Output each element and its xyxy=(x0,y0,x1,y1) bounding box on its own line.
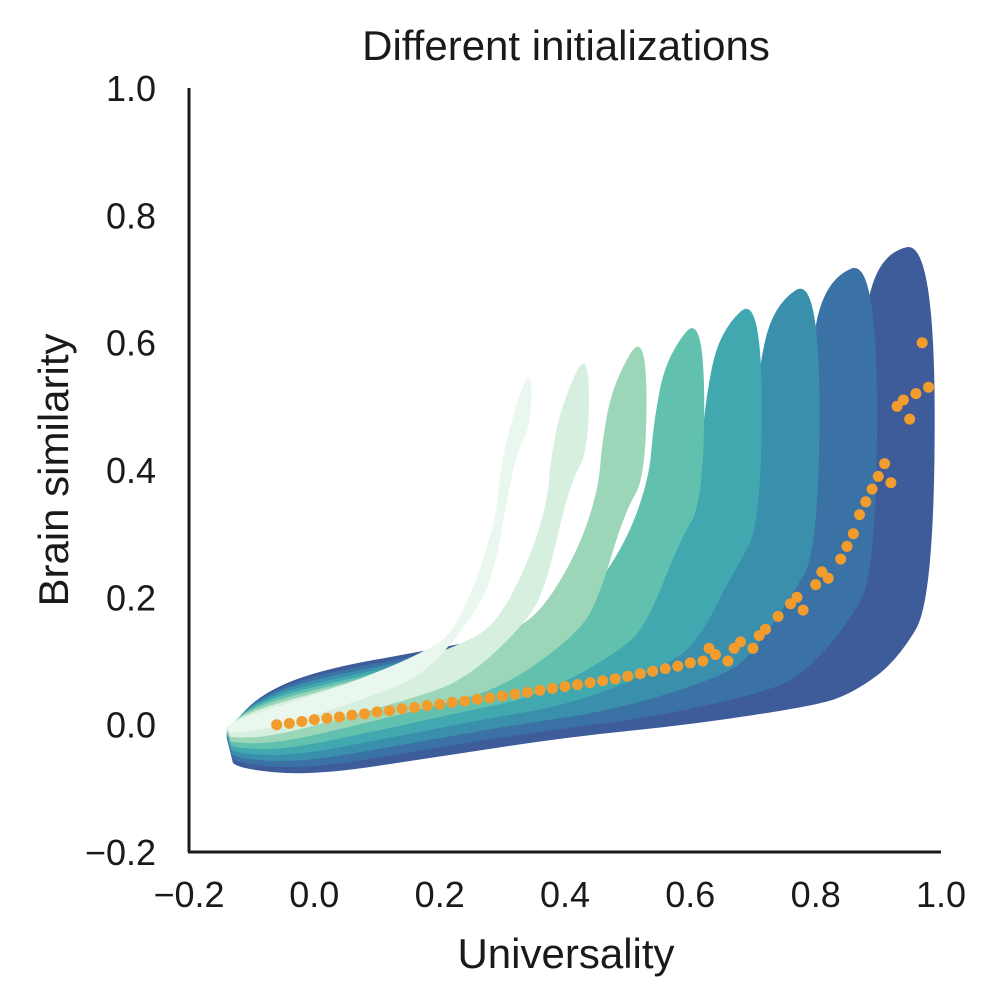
y-tick-label: 0.4 xyxy=(106,450,156,491)
scatter-point xyxy=(634,668,646,680)
scatter-point xyxy=(647,665,659,677)
scatter-point xyxy=(684,657,696,669)
x-tick-label: 0.4 xyxy=(540,874,590,915)
scatter-point xyxy=(321,712,333,724)
scatter-point xyxy=(772,610,784,622)
scatter-point xyxy=(872,470,884,482)
density-contour-level-7 xyxy=(226,363,589,738)
scatter-point xyxy=(854,509,865,521)
scatter-point xyxy=(904,413,916,425)
scatter-point xyxy=(885,477,897,489)
x-tick-label: 0.6 xyxy=(665,874,715,915)
scatter-point xyxy=(434,698,446,710)
x-tick-label: 0.2 xyxy=(415,874,465,915)
scatter-point xyxy=(879,458,891,470)
scatter-point xyxy=(559,681,571,692)
density-contour-level-5 xyxy=(226,328,705,750)
y-tick-label: 0.0 xyxy=(106,705,156,746)
scatter-point xyxy=(735,636,746,648)
x-axis-label: Universality xyxy=(457,930,675,977)
scatter-point xyxy=(622,670,634,682)
scatter-point xyxy=(923,381,934,393)
scatter-point xyxy=(484,692,496,704)
scatter-point xyxy=(659,663,671,675)
x-tick-labels: −0.2 0.0 0.2 0.4 0.6 0.8 1.0 xyxy=(153,874,966,915)
scatter-point xyxy=(271,719,283,731)
y-tick-label: 0.6 xyxy=(106,323,156,364)
scatter-point xyxy=(471,693,483,705)
scatter-point xyxy=(797,604,809,616)
scatter-point xyxy=(509,688,521,700)
y-tick-label: 1.0 xyxy=(106,68,156,109)
scatter-point xyxy=(584,677,596,689)
scatter-point xyxy=(847,528,859,540)
scatter-point xyxy=(747,642,759,654)
y-tick-label: 0.2 xyxy=(106,577,156,618)
scatter-point xyxy=(835,553,847,565)
scatter-point xyxy=(722,655,734,667)
scatter-point xyxy=(897,394,909,406)
y-tick-label: 0.8 xyxy=(106,195,156,236)
scatter-point xyxy=(709,649,721,661)
scatter-point xyxy=(421,700,433,712)
scatter-point xyxy=(409,702,421,713)
y-tick-labels: −0.2 0.0 0.2 0.4 0.6 0.8 1.0 xyxy=(85,68,156,873)
scatter-point xyxy=(496,690,508,702)
x-tick-label: 0.8 xyxy=(791,874,841,915)
scatter-point xyxy=(822,572,834,584)
scatter-point xyxy=(760,623,771,635)
scatter-point xyxy=(791,591,803,603)
scatter-point xyxy=(296,716,308,727)
scatter-point xyxy=(866,483,878,495)
y-axis-label: Brain similarity xyxy=(30,333,77,607)
scatter-point xyxy=(547,682,558,694)
scatter-point xyxy=(459,695,471,707)
scatter-point xyxy=(672,660,684,672)
scatter-point xyxy=(597,675,609,687)
scatter-point xyxy=(916,337,928,349)
x-tick-label: 1.0 xyxy=(916,874,966,915)
density-contour-level-4 xyxy=(226,308,762,756)
density-contour-level-6 xyxy=(226,346,647,744)
scatter-point xyxy=(572,679,583,691)
x-tick-label: 0.0 xyxy=(289,874,339,915)
scatter-point xyxy=(333,711,345,723)
chart-title: Different initializations xyxy=(362,22,770,69)
density-contours xyxy=(226,246,935,774)
scatter-point xyxy=(521,686,533,698)
scatter-point xyxy=(534,684,546,696)
x-tick-label: −0.2 xyxy=(153,874,224,915)
y-tick-label: −0.2 xyxy=(85,832,156,873)
axes xyxy=(187,88,941,854)
scatter-point xyxy=(697,655,709,667)
scatter-point xyxy=(283,717,295,729)
scatter-point xyxy=(860,496,872,508)
scatter-point xyxy=(308,714,320,726)
scatter-point xyxy=(841,540,853,552)
scatter-point xyxy=(910,388,922,400)
scatter-points xyxy=(271,337,934,731)
scatter-point xyxy=(396,703,408,715)
scatter-point xyxy=(371,706,383,718)
scatter-point xyxy=(810,579,822,591)
scatter-point xyxy=(346,709,358,721)
scatter-point xyxy=(446,696,458,708)
scatter-point xyxy=(384,705,395,717)
scatter-point xyxy=(359,708,370,720)
scatter-point xyxy=(609,673,621,685)
